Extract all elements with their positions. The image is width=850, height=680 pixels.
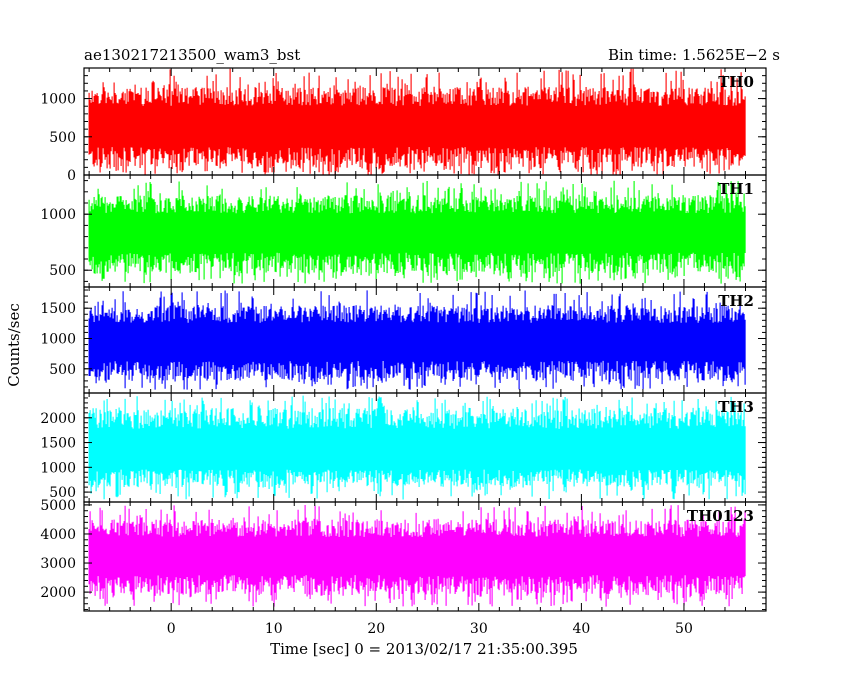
x-tick-label: 0 xyxy=(167,621,176,637)
y-tick-label: 5000 xyxy=(40,498,76,514)
y-tick-label: 1000 xyxy=(40,92,76,108)
panel-th0: 0 500 1000 TH0 xyxy=(40,67,767,184)
panel-th2: 500 1000 1500 TH2 xyxy=(40,286,767,394)
series-th0123 xyxy=(88,505,746,607)
y-axis-label: Counts/sec xyxy=(5,303,23,387)
y-tick-label: 3000 xyxy=(40,556,76,572)
y-tick-label: 500 xyxy=(49,485,76,501)
y-tick-label: 500 xyxy=(49,130,76,146)
panel-label-th3: TH3 xyxy=(718,398,754,416)
panel-th0123: 2000 3000 4000 5000 TH0123 xyxy=(40,498,767,612)
y-tick-label: 1500 xyxy=(40,301,76,317)
x-tick-label: 20 xyxy=(367,621,385,637)
x-axis-label: Time [sec] 0 = 2013/02/17 21:35:00.395 xyxy=(270,640,578,658)
bin-time-label: Bin time: 1.5625E−2 s xyxy=(608,46,780,64)
panel-th1: 500 1000 TH1 xyxy=(40,174,767,288)
panel-label-th0: TH0 xyxy=(718,73,754,91)
panel-label-th0123: TH0123 xyxy=(687,507,754,525)
y-tick-label: 2000 xyxy=(40,585,76,601)
x-tick-label: 40 xyxy=(572,621,590,637)
y-tick-label: 1500 xyxy=(40,436,76,452)
y-tick-label: 500 xyxy=(49,263,76,279)
y-tick-label: 500 xyxy=(49,362,76,378)
series-th2 xyxy=(88,290,746,390)
series-th1 xyxy=(88,180,746,284)
x-tick-label: 50 xyxy=(675,621,693,637)
series-th0 xyxy=(88,68,746,175)
y-tick-label: 4000 xyxy=(40,527,76,543)
chart-title: ae130217213500_wam3_bst xyxy=(84,46,300,64)
y-tick-label: 2000 xyxy=(40,411,76,427)
y-tick-label: 1000 xyxy=(40,460,76,476)
panel-label-th1: TH1 xyxy=(718,180,754,198)
y-tick-label: 1000 xyxy=(40,331,76,347)
panel-frame xyxy=(83,501,767,612)
x-tick-label: 10 xyxy=(265,621,283,637)
y-tick-label: 0 xyxy=(67,168,76,184)
panel-label-th2: TH2 xyxy=(718,292,754,310)
series-th3 xyxy=(88,395,746,500)
panel-th3: 500 1000 1500 2000 TH3 xyxy=(40,392,767,503)
y-tick-label: 1000 xyxy=(40,207,76,223)
x-tick-label: 30 xyxy=(470,621,488,637)
